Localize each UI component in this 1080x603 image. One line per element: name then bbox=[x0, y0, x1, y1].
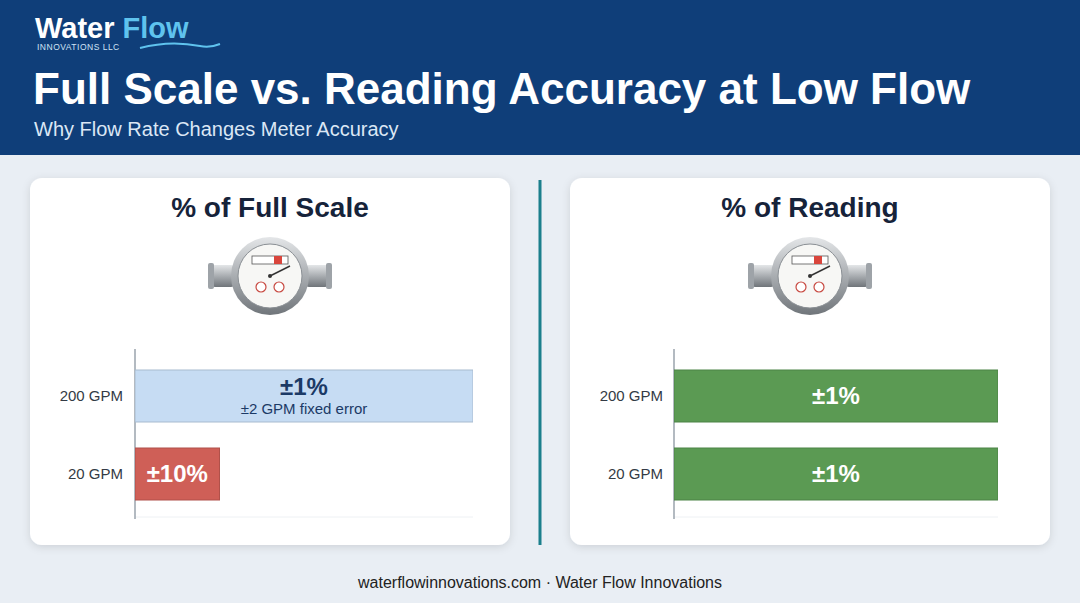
pipe bbox=[846, 265, 868, 287]
data-label: ±1% bbox=[280, 373, 328, 400]
data-label: ±10% bbox=[147, 460, 208, 487]
category-label: 20 GPM bbox=[68, 465, 123, 482]
meter-body bbox=[231, 237, 309, 315]
panel: % of Reading ±1% ±1% 200 GPM 20 GPM bbox=[570, 178, 1050, 545]
hub bbox=[808, 274, 812, 278]
brand-word: Flow bbox=[123, 12, 189, 44]
subdial bbox=[796, 282, 806, 292]
category-label: 200 GPM bbox=[60, 387, 123, 404]
odometer bbox=[252, 256, 288, 264]
x-axis-line bbox=[674, 517, 998, 518]
brand-word: Water bbox=[35, 12, 123, 44]
panel-title: % of Reading bbox=[721, 192, 898, 223]
odometer-red bbox=[814, 256, 822, 264]
hub bbox=[268, 274, 272, 278]
subdial bbox=[274, 282, 284, 292]
footer: waterflowinnovations.com · Water Flow In… bbox=[357, 574, 722, 591]
x-axis-line bbox=[135, 517, 473, 518]
bar bbox=[674, 448, 998, 500]
meter-icon bbox=[748, 237, 872, 315]
odometer bbox=[792, 256, 828, 264]
panel-title: % of Full Scale bbox=[171, 192, 369, 223]
data-sublabel: ±2 GPM fixed error bbox=[241, 400, 368, 417]
pipe-end bbox=[866, 263, 872, 289]
panel-card bbox=[30, 178, 510, 545]
subtitle: Why Flow Rate Changes Meter Accuracy bbox=[34, 118, 399, 140]
data-label: ±1% bbox=[812, 460, 860, 487]
needle bbox=[270, 266, 290, 276]
subdial bbox=[256, 282, 266, 292]
pipe bbox=[752, 265, 774, 287]
bars bbox=[674, 370, 998, 500]
divider bbox=[539, 180, 542, 545]
pipe-end bbox=[326, 263, 332, 289]
data-labels: ±1%±2 GPM fixed error ±10% bbox=[147, 373, 368, 487]
brand: Water Flow bbox=[35, 12, 189, 44]
meter-icon bbox=[208, 237, 332, 315]
bar bbox=[674, 370, 998, 422]
panel-card bbox=[570, 178, 1050, 545]
subdial bbox=[814, 282, 824, 292]
pipe bbox=[212, 265, 234, 287]
brand-wave bbox=[140, 43, 220, 48]
data-label: ±1% bbox=[812, 382, 860, 409]
dial bbox=[778, 244, 842, 308]
page: Water FlowINNOVATIONS LLC Full Scale vs. … bbox=[0, 0, 1080, 603]
header-band bbox=[0, 0, 1080, 155]
brand-sub: INNOVATIONS LLC bbox=[37, 42, 120, 52]
pipe bbox=[306, 265, 328, 287]
pipe-end bbox=[208, 263, 214, 289]
pipe-end bbox=[748, 263, 754, 289]
category-label: 200 GPM bbox=[600, 387, 663, 404]
odometer-red bbox=[274, 256, 282, 264]
bars bbox=[135, 370, 473, 500]
category-label: 20 GPM bbox=[608, 465, 663, 482]
background bbox=[0, 0, 1080, 603]
panel: % of Full Scale ±1%±2 GPM fixed error ±10%… bbox=[30, 178, 510, 545]
bar bbox=[135, 370, 473, 422]
title: Full Scale vs. Reading Accuracy at Low F… bbox=[33, 64, 971, 113]
needle bbox=[810, 266, 830, 276]
data-labels: ±1% ±1% bbox=[812, 382, 860, 487]
meter-body bbox=[771, 237, 849, 315]
bar bbox=[135, 448, 220, 500]
dial bbox=[238, 244, 302, 308]
